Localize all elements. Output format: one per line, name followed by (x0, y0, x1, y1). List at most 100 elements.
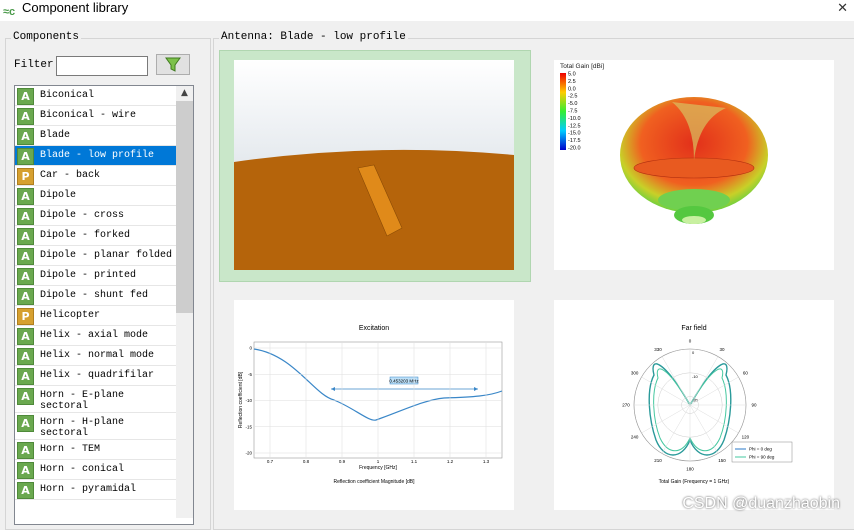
list-item[interactable]: A Horn - conical (15, 460, 176, 480)
list-item[interactable]: A Dipole - forked (15, 226, 176, 246)
title-bar: ≈c Component library ✕ (0, 0, 854, 21)
colorbar-label: -5.0 (568, 101, 577, 107)
excitation-title: Excitation (359, 325, 389, 332)
item-icon: A (17, 462, 34, 479)
funnel-icon (165, 57, 181, 72)
app-icon: ≈c (3, 6, 15, 17)
item-label: Dipole - cross (40, 210, 125, 221)
item-icon: A (17, 208, 34, 225)
legend-entry: Phi = 0 deg (749, 447, 772, 452)
x-tick-label: 1.2 (447, 459, 454, 464)
list-item[interactable]: P Car - back (15, 166, 176, 186)
x-axis-label: Frequency [GHz] (359, 465, 397, 471)
item-label: Biconical - wire (40, 110, 137, 121)
list-item[interactable]: A Biconical (15, 86, 176, 106)
item-label: Horn - conical (40, 464, 125, 475)
x-tick-label: 1.1 (411, 459, 418, 464)
item-label: Horn - TEM (40, 444, 101, 455)
item-label: Helix - normal mode (40, 350, 155, 361)
x-tick-label: 1.3 (483, 459, 490, 464)
list-item[interactable]: A Dipole - printed (15, 266, 176, 286)
list-item[interactable]: A Helix - quadrifilar (15, 366, 176, 386)
close-button[interactable]: ✕ (837, 0, 848, 15)
colorbar-label: 5.0 (568, 72, 576, 78)
item-label: Horn - E-plane sectoral (40, 390, 125, 412)
filter-button[interactable] (156, 54, 190, 75)
list-item[interactable]: A Horn - E-plane sectoral (15, 386, 176, 413)
spoke (689, 404, 739, 434)
preview-label: Antenna: Blade - low profile (219, 31, 408, 43)
y-tick-label: -20 (245, 451, 252, 456)
list-item[interactable]: A Dipole - planar folded (15, 246, 176, 266)
filter-input[interactable] (56, 56, 148, 76)
spoke (689, 376, 739, 406)
x-tick-label: 0.9 (339, 459, 346, 464)
y-tick-label: -10 (245, 398, 252, 403)
angle-label: 270 (622, 403, 630, 408)
gain-title: Total Gain [dBi] (560, 63, 604, 70)
item-icon: A (17, 128, 34, 145)
list-item[interactable]: A Dipole (15, 186, 176, 206)
caption: Reflection coefficient Magnitude [dB] (333, 479, 415, 485)
item-icon: A (17, 348, 34, 365)
list-item[interactable]: A Blade (15, 126, 176, 146)
list-item[interactable]: A Dipole - cross (15, 206, 176, 226)
item-icon: A (17, 288, 34, 305)
item-label: Dipole - printed (40, 270, 137, 281)
item-label: Dipole (40, 190, 77, 201)
colorbar-label: 0.0 (568, 86, 576, 92)
item-icon: P (17, 168, 34, 185)
spoke (661, 404, 691, 454)
angle-label: 120 (742, 435, 750, 440)
item-icon: A (17, 388, 34, 405)
item-label: Dipole - forked (40, 230, 131, 241)
angle-label: 330 (654, 347, 662, 352)
list-item[interactable]: A Helix - axial mode (15, 326, 176, 346)
list-item[interactable]: A Biconical - wire (15, 106, 176, 126)
item-icon: A (17, 148, 34, 165)
legend-entry: Phi = 90 deg (749, 455, 775, 460)
components-label: Components (11, 31, 82, 43)
scroll-up[interactable]: ▲ (181, 88, 188, 98)
item-icon: A (17, 415, 34, 432)
colorbar-label: -10.0 (568, 116, 581, 122)
list-item[interactable]: P Helicopter (15, 306, 176, 326)
angle-label: 240 (631, 435, 639, 440)
item-icon: A (17, 442, 34, 459)
scroll-thumb[interactable] (176, 101, 193, 313)
angle-label: 0 (689, 339, 692, 344)
component-list: A Biconical A Biconical - wire A Blade A Blade … (14, 85, 194, 525)
list-item[interactable]: A Horn - TEM (15, 440, 176, 460)
list-item[interactable]: A Helix - normal mode (15, 346, 176, 366)
item-icon: A (17, 88, 34, 105)
ring-label: -20 (692, 398, 699, 403)
caption: Total Gain (Frequency = 1 GHz) (659, 479, 730, 485)
list-item[interactable]: A Dipole - shunt fed (15, 286, 176, 306)
y-tick-label: -5 (248, 372, 252, 377)
item-label: Dipole - shunt fed (40, 290, 149, 301)
item-label: Horn - H-plane sectoral (40, 417, 125, 439)
item-label: Blade - low profile (40, 150, 155, 161)
colorbar-label: -12.5 (568, 123, 581, 129)
item-label: Dipole - planar folded (40, 250, 173, 261)
angle-label: 90 (751, 403, 757, 408)
excitation-view: Excitation 0.453203 MHz Reflection coeff… (234, 300, 514, 510)
y-axis-label: Reflection coefficient [dB] (238, 371, 244, 428)
list-item[interactable]: A Blade - low profile (15, 146, 176, 166)
spoke (661, 356, 691, 406)
item-label: Helicopter (40, 310, 101, 321)
angle-label: 300 (631, 371, 639, 376)
filter-label: Filter (14, 59, 54, 71)
item-icon: A (17, 482, 34, 499)
item-icon: A (17, 368, 34, 385)
angle-label: 60 (743, 371, 749, 376)
list-item[interactable]: A Horn - H-plane sectoral (15, 413, 176, 440)
spoke (641, 404, 691, 434)
item-label: Helix - axial mode (40, 330, 149, 341)
spoke (641, 376, 691, 406)
list-item[interactable]: A Horn - pyramidal (15, 480, 176, 500)
colorbar-label: -2.5 (568, 94, 577, 100)
gain-view: Total Gain [dBi] 5.02.50.0-2.5-5.0-7.5-1… (554, 60, 834, 270)
farfield-view: Far field Phi = 0 deg Phi = 90 deg Total… (554, 300, 834, 510)
